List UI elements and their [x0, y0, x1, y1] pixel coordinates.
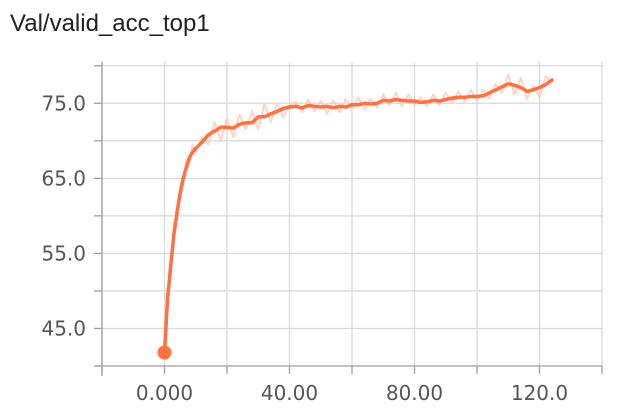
start-point-marker [157, 345, 172, 360]
grid-lines [101, 62, 603, 366]
axes [94, 62, 603, 376]
smoothed-series-line [162, 78, 554, 355]
x-tick-label: 120.0 [511, 381, 568, 405]
x-tick-label: 0.000 [136, 381, 193, 405]
series-group [157, 73, 554, 360]
chart-title: Val/valid_acc_top1 [10, 10, 210, 37]
raw-series-line [163, 73, 553, 354]
x-tick-label: 40.00 [261, 381, 318, 405]
x-tick-label: 80.00 [386, 381, 443, 405]
y-tick-label: 55.0 [41, 241, 86, 265]
y-tick-label: 45.0 [41, 316, 86, 340]
y-tick-label: 65.0 [41, 166, 86, 190]
y-tick-label: 75.0 [41, 91, 86, 115]
tick-labels: 0.000 40.00 80.00 120.0 45.0 55.0 65.0 75.0 [41, 91, 568, 405]
